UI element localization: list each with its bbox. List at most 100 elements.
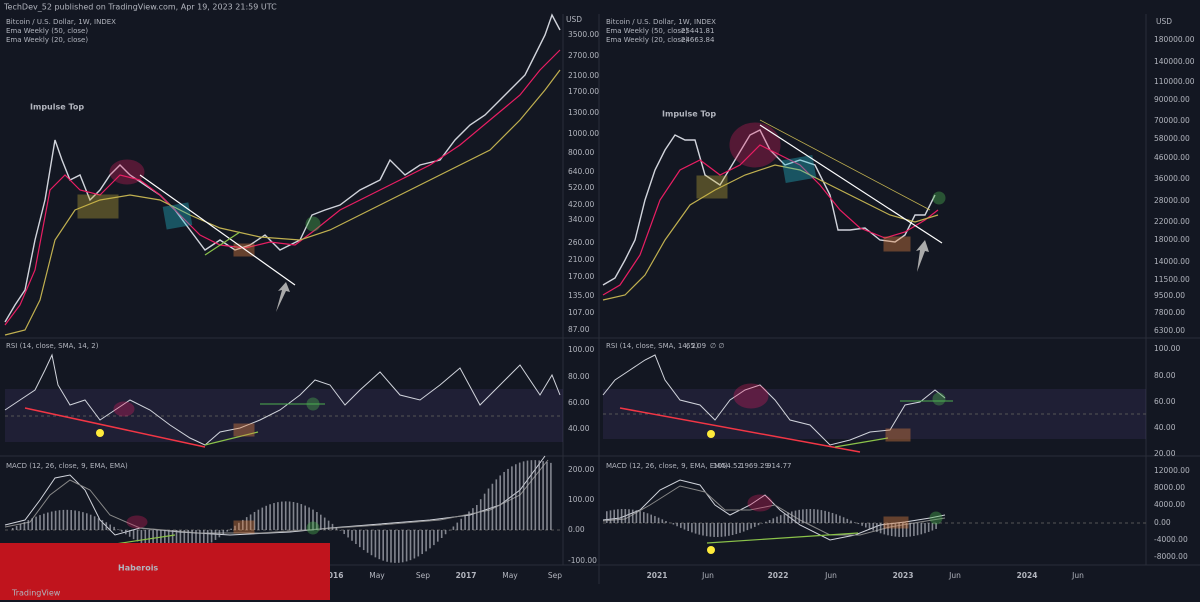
hist-bar <box>273 503 275 530</box>
price-tick: 210.00 <box>568 255 594 264</box>
hist-bar <box>542 461 544 530</box>
hist-bar <box>171 530 174 555</box>
rsi-label: RSI (14, close, SMA, 14, 2) <box>6 342 99 350</box>
hist-bar <box>787 512 789 523</box>
price-tick: 36000.00 <box>1154 174 1190 183</box>
hist-bar <box>74 510 76 530</box>
hist-bar <box>865 523 867 528</box>
hist-bar <box>879 523 882 534</box>
hist-bar <box>487 488 490 530</box>
hist-bar <box>156 530 158 551</box>
hist-bar <box>50 511 53 530</box>
hist-bar <box>857 523 860 525</box>
hist-bar <box>210 530 213 543</box>
hist-bar <box>312 509 314 530</box>
hist-bar <box>511 466 513 530</box>
hist-bar <box>152 530 154 550</box>
hist-bar <box>89 514 92 530</box>
hist-bar <box>499 475 501 530</box>
hist-bar <box>550 462 552 530</box>
price-tick: 520.00 <box>568 183 594 192</box>
hist-bar <box>698 523 701 535</box>
hist-bar <box>665 521 667 523</box>
hist-bar <box>772 518 775 523</box>
price-tick: 107.00 <box>568 308 594 317</box>
price-tick: 2100.00 <box>568 71 599 80</box>
legend-item: Ema Weekly (50, close) <box>606 27 688 35</box>
hist-bar <box>606 511 608 523</box>
hist-bar <box>128 530 131 537</box>
ema-value: 25441.81 <box>681 27 714 35</box>
time-label: Jun <box>824 571 837 580</box>
hist-bar <box>713 523 715 537</box>
hist-bar <box>724 523 726 537</box>
price-tick: 11500.00 <box>1154 275 1190 284</box>
hist-bar <box>779 515 782 523</box>
hist-bar <box>742 523 745 532</box>
hist-bar <box>872 523 874 531</box>
hist-bar <box>491 483 494 530</box>
hist-bar <box>35 516 37 530</box>
price-tick: 28000.00 <box>1154 196 1190 205</box>
hist-bar <box>203 530 205 547</box>
hist-bar <box>27 520 30 530</box>
hist-bar <box>654 516 656 523</box>
hist-bar <box>824 510 826 523</box>
hist-bar <box>405 530 408 562</box>
hist-bar <box>444 530 447 535</box>
price-tick: 135.00 <box>568 291 594 300</box>
hist-bar <box>335 527 338 530</box>
hist-bar <box>798 509 800 523</box>
rsi-tick: 100.00 <box>1154 344 1180 353</box>
price-tick: 22000.00 <box>1154 217 1190 226</box>
hist-bar <box>635 510 638 523</box>
hist-bar <box>702 523 704 536</box>
hist-bar <box>628 509 630 523</box>
price-tick: 1000.00 <box>568 129 599 138</box>
ema-value: 24663.84 <box>681 36 715 44</box>
hist-bar <box>425 530 427 552</box>
hist-bar <box>861 523 863 526</box>
macd-label: MACD (12, 26, close, 9, EMA, EMA) <box>606 462 728 470</box>
hist-bar <box>507 468 509 530</box>
legend-item: Ema Weekly (20, close) <box>6 36 88 44</box>
time-label: 2023 <box>893 571 914 580</box>
hist-bar <box>125 530 127 535</box>
hist-bar <box>680 523 682 528</box>
hist-bar <box>347 530 349 538</box>
hist-bar <box>913 523 915 537</box>
price-tick: 340.00 <box>568 215 594 224</box>
hist-bar <box>62 509 65 530</box>
legend-item: Ema Weekly (50, close) <box>6 27 88 35</box>
hist-bar <box>277 502 279 530</box>
macd-tick: 0.00 <box>568 525 585 534</box>
macd-tick: 12000.00 <box>1154 466 1190 475</box>
hist-bar <box>916 523 919 536</box>
time-label: 2022 <box>768 571 789 580</box>
hist-bar <box>613 509 615 523</box>
hist-bar <box>609 510 612 523</box>
price-tick: 3500.00 <box>568 30 599 39</box>
hist-bar <box>167 530 170 554</box>
hist-bar <box>437 530 439 542</box>
macd-tick: 100.00 <box>568 495 594 504</box>
rsi-value: 65.09 <box>686 342 706 350</box>
macd-tick: -100.00 <box>568 556 597 565</box>
rsi-tick: 40.00 <box>568 424 590 433</box>
hist-bar <box>331 523 334 530</box>
time-label: Sep <box>548 571 562 580</box>
hist-bar <box>409 530 412 561</box>
hist-bar <box>650 514 652 523</box>
price-tick: 70000.00 <box>1154 116 1190 125</box>
time-label: Sep <box>416 571 430 580</box>
rsi-tick: 80.00 <box>568 372 590 381</box>
hist-bar <box>672 523 675 525</box>
price-tick: 800.00 <box>568 148 594 157</box>
hist-bar <box>327 520 330 530</box>
annotation: Impulse Top <box>30 103 84 112</box>
hist-bar <box>920 523 923 535</box>
hist-bar <box>538 460 540 530</box>
